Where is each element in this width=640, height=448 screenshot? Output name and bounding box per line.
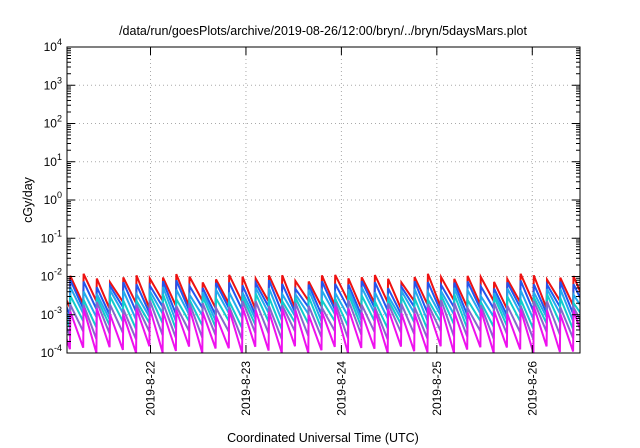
chart-title: /data/run/goesPlots/archive/2019-08-26/1… [119,24,527,38]
y-tick-label: 10-3 [41,305,62,322]
x-tick-label: 2019-8-26 [525,361,539,416]
y-tick-exponent: -3 [54,305,62,315]
y-tick-label: 10-4 [41,343,62,360]
y-tick-exponent: -2 [54,267,62,277]
y-axis-label: cGy/day [21,176,35,223]
y-tick-label: 103 [44,75,62,92]
x-tick-label: 2019-8-25 [430,361,444,416]
x-axis-label: Coordinated Universal Time (UTC) [227,431,419,445]
series-group [67,273,580,353]
y-tick-exponent: 0 [57,190,62,200]
y-tick-exponent: 3 [57,75,62,85]
y-tick-exponent: 1 [57,152,62,162]
x-tick-label: 2019-8-24 [334,361,348,416]
series-line [67,305,580,353]
y-tick-label: 100 [44,190,62,207]
y-tick-label: 104 [44,37,62,54]
y-tick-exponent: -1 [54,228,62,238]
y-tick-label: 10-1 [41,228,62,245]
y-tick-exponent: -4 [54,343,62,353]
y-tick-label: 101 [44,152,62,169]
x-tick-label: 2019-8-23 [239,361,253,416]
x-axis: 2019-8-22 2019-8-23 2019-8-24 2019-8-25 2019… [144,47,539,416]
y-tick-label: 102 [44,114,62,131]
y-tick-exponent: 2 [57,114,62,124]
y-tick-exponent: 4 [57,37,62,47]
y-tick-label: 10-2 [41,267,62,284]
x-tick-label: 2019-8-22 [144,361,158,416]
